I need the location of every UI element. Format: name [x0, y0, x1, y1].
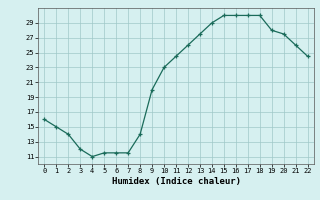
X-axis label: Humidex (Indice chaleur): Humidex (Indice chaleur)	[111, 177, 241, 186]
